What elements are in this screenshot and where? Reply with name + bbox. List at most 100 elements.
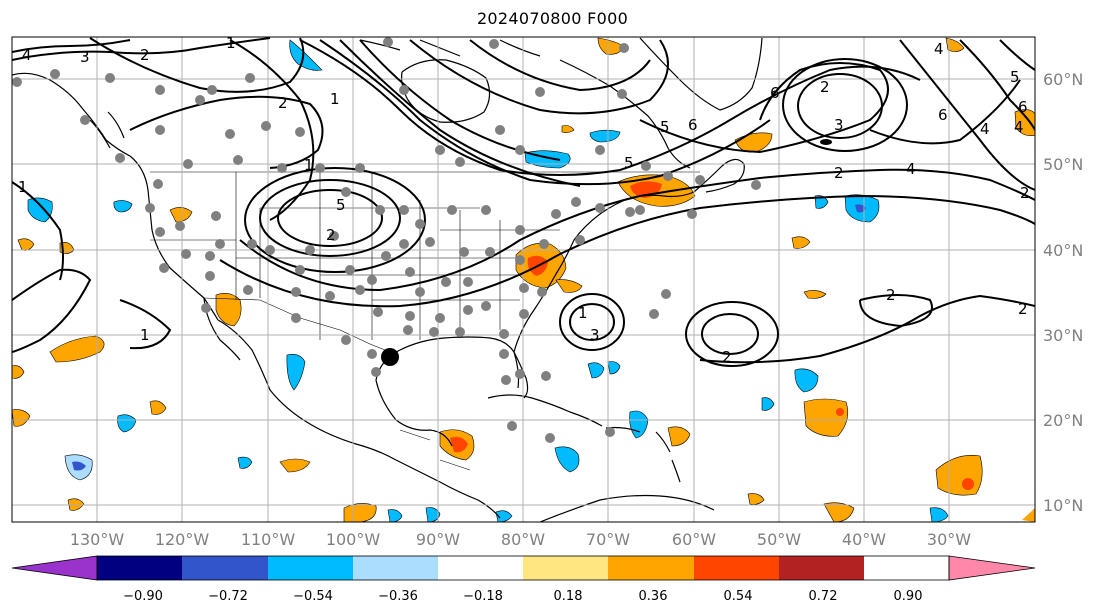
contour-label: 3	[590, 326, 600, 344]
colorbar-bin	[779, 556, 864, 580]
contour-label: 4	[906, 160, 916, 178]
contour-label: 1	[578, 304, 588, 322]
coastline-us-east	[513, 191, 695, 353]
contour-line	[409, 39, 669, 115]
lon-label: 120°W	[155, 530, 210, 549]
lon-label: 50°W	[757, 530, 801, 549]
contour-line	[239, 168, 1035, 292]
anomaly-area-negative	[814, 195, 829, 209]
central-america-borders	[399, 429, 471, 471]
anomaly-area-positive-strong	[836, 408, 844, 416]
contour-label: 1	[140, 326, 150, 344]
contour-label: 5	[624, 154, 634, 172]
colorbar-outline	[96, 555, 950, 581]
lon-label: 60°W	[672, 530, 716, 549]
contour-label: 5	[1010, 68, 1020, 86]
colorbar-tick-label: 0.18	[554, 589, 583, 604]
contour-line	[899, 39, 1035, 191]
colorbar: −0.90 −0.72 −0.54 −0.36 −0.18 0.18 0.36 …	[11, 555, 1036, 604]
anomaly-area-positive	[791, 236, 811, 249]
coastline-cuba	[487, 394, 603, 427]
colorbar-tick-label: −0.72	[208, 589, 248, 604]
contour-label: 5	[660, 118, 670, 136]
contour-label: 1	[18, 178, 28, 196]
contour-line	[259, 179, 401, 257]
contour-label: 2	[820, 78, 830, 96]
station-markers	[12, 37, 761, 443]
contour-line	[219, 194, 1035, 308]
contour-label: 2	[722, 348, 732, 366]
colorbar-bin	[97, 556, 182, 580]
contour-line	[244, 167, 426, 273]
coastline-bc-islands	[89, 111, 125, 149]
colorbar-extend-high	[948, 555, 1036, 581]
longitude-labels: 130°W 120°W 110°W 100°W 90°W 80°W 70°W 6…	[70, 530, 971, 549]
anomaly-area-positive	[12, 365, 25, 379]
colorbar-tick-label: 0.54	[724, 589, 753, 604]
anomaly-area-negative	[607, 361, 621, 375]
contour-line	[319, 39, 771, 186]
anomaly-area-positive	[215, 293, 242, 327]
contour-line	[782, 58, 908, 152]
contour-label: 2	[326, 226, 336, 244]
map-frame-border	[11, 36, 1036, 523]
contour-label: 2	[1020, 184, 1030, 202]
colorbar-bin	[268, 556, 353, 580]
contour-line	[277, 189, 383, 247]
lon-label: 40°W	[842, 530, 886, 549]
colorbar-tick-label: −0.36	[378, 589, 418, 604]
lon-label: 110°W	[241, 530, 296, 549]
anomaly-area-positive	[12, 409, 31, 427]
anomaly-area-positive	[1014, 109, 1035, 136]
colorbar-tick-label: 0.72	[809, 589, 838, 604]
coastline-florida	[513, 351, 529, 399]
colorbar-tick-label: −0.18	[463, 589, 503, 604]
contour-label: 2	[1018, 300, 1028, 318]
contour-label: 6	[1018, 98, 1028, 116]
lat-label: 20°N	[1043, 411, 1083, 430]
contour-line	[559, 293, 625, 351]
anomaly-area-negative-strong	[855, 204, 866, 213]
coastline-south-america	[539, 494, 715, 522]
storm-marker	[381, 348, 399, 366]
colorbar-tick-label: −0.54	[293, 589, 333, 604]
contour-line	[12, 39, 131, 53]
anomaly-area-positive	[667, 426, 691, 447]
anomaly-area-positive	[561, 125, 575, 133]
anomaly-area-positive	[149, 400, 167, 415]
anomaly-area-negative	[589, 129, 621, 143]
anomaly-area-positive-strong	[450, 436, 468, 453]
colorbar-tick-label: 0.90	[894, 589, 923, 604]
contour-line	[701, 313, 759, 355]
lat-label: 60°N	[1043, 70, 1083, 89]
anomaly-area-positive	[823, 502, 855, 522]
anomaly-area-negative	[27, 197, 53, 223]
anomaly-area-positive	[49, 335, 105, 363]
contour-label: 1	[226, 34, 236, 52]
anomaly-area-positive	[945, 37, 965, 52]
anomaly-area-positive	[1022, 508, 1035, 522]
contour-line	[999, 39, 1035, 71]
colorbar-bin	[694, 556, 779, 580]
anomaly-area-positive-strong	[962, 478, 974, 490]
anomaly-area-negative	[587, 362, 605, 379]
graticule	[12, 37, 1035, 522]
contour-label: 5	[336, 196, 346, 214]
contour-label: 6	[688, 116, 698, 134]
anomaly-area-negative	[117, 414, 137, 433]
anomaly-area-negative	[629, 410, 649, 439]
contour-label: 3	[834, 116, 844, 134]
contour-label: 4	[980, 120, 990, 138]
contour-line	[89, 37, 305, 93]
anomaly-area-negative	[237, 456, 253, 469]
coastlines	[12, 37, 763, 522]
contour-label: 2	[834, 164, 844, 182]
colorbar-tick-label: 0.36	[639, 589, 668, 604]
colorbar-bin	[523, 556, 608, 580]
lon-label: 30°W	[927, 530, 971, 549]
lon-label: 70°W	[586, 530, 630, 549]
contour-line	[959, 39, 1035, 131]
anomaly-area-positive	[279, 458, 311, 473]
contour-label: 4	[934, 40, 944, 58]
